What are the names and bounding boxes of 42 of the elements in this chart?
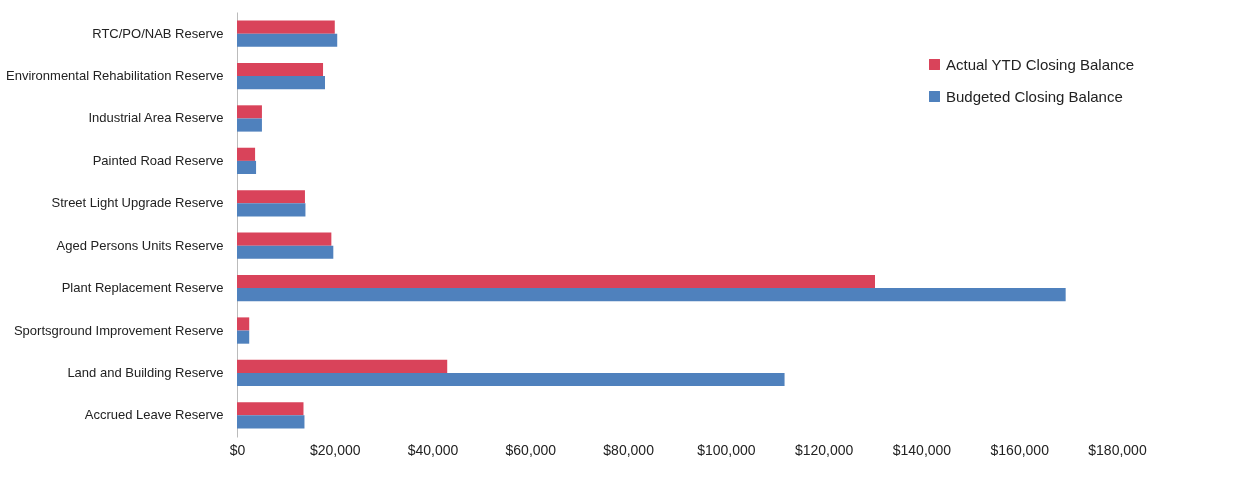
y-tick-label: Industrial Area Reserve — [88, 110, 224, 126]
bar — [237, 245, 334, 259]
bar — [237, 274, 875, 289]
x-tick-label: $60,000 — [505, 441, 557, 458]
bar — [237, 20, 335, 34]
x-tick-label: $80,000 — [603, 441, 655, 458]
bar — [237, 372, 785, 387]
bar — [237, 415, 305, 429]
x-tick-label: $0 — [229, 441, 246, 458]
bar — [237, 317, 250, 331]
y-tick-label: Accrued Leave Reserve — [84, 407, 224, 423]
y-tick-label: Street Light Upgrade Reserve — [51, 195, 224, 211]
bar — [237, 105, 262, 119]
x-tick-label: $140,000 — [892, 441, 952, 458]
bar — [237, 33, 338, 47]
y-tick-label: Environmental Rehabilitation Reserve — [5, 68, 224, 84]
y-tick-label: Sportsground Improvement Reserve — [13, 322, 224, 338]
bar — [237, 203, 306, 217]
bar — [237, 402, 304, 416]
bar — [237, 232, 332, 246]
x-tick-label: $20,000 — [309, 441, 361, 458]
x-tick-label: $40,000 — [407, 441, 459, 458]
x-tick-label: $160,000 — [990, 441, 1050, 458]
bar — [237, 160, 257, 175]
bar — [237, 330, 250, 344]
y-tick-label: Painted Road Reserve — [92, 152, 224, 168]
legend-label: Budgeted Closing Balance — [946, 87, 1123, 105]
bar — [237, 147, 256, 161]
bar — [237, 118, 262, 132]
bar — [237, 76, 325, 90]
y-tick-label: RTC/PO/NAB Reserve — [92, 25, 224, 41]
y-tick-label: Land and Building Reserve — [67, 364, 224, 380]
y-tick-label: Aged Persons Units Reserve — [56, 237, 224, 253]
x-tick-label: $100,000 — [697, 441, 756, 458]
x-tick-label: $180,000 — [1088, 441, 1147, 458]
bar — [237, 190, 305, 204]
legend-label: Actual YTD Closing Balance — [946, 55, 1135, 73]
bar — [237, 359, 448, 373]
bar — [237, 62, 324, 77]
bar — [237, 288, 1066, 302]
x-tick-label: $120,000 — [794, 441, 854, 458]
y-tick-label: Plant Replacement Reserve — [61, 280, 224, 296]
